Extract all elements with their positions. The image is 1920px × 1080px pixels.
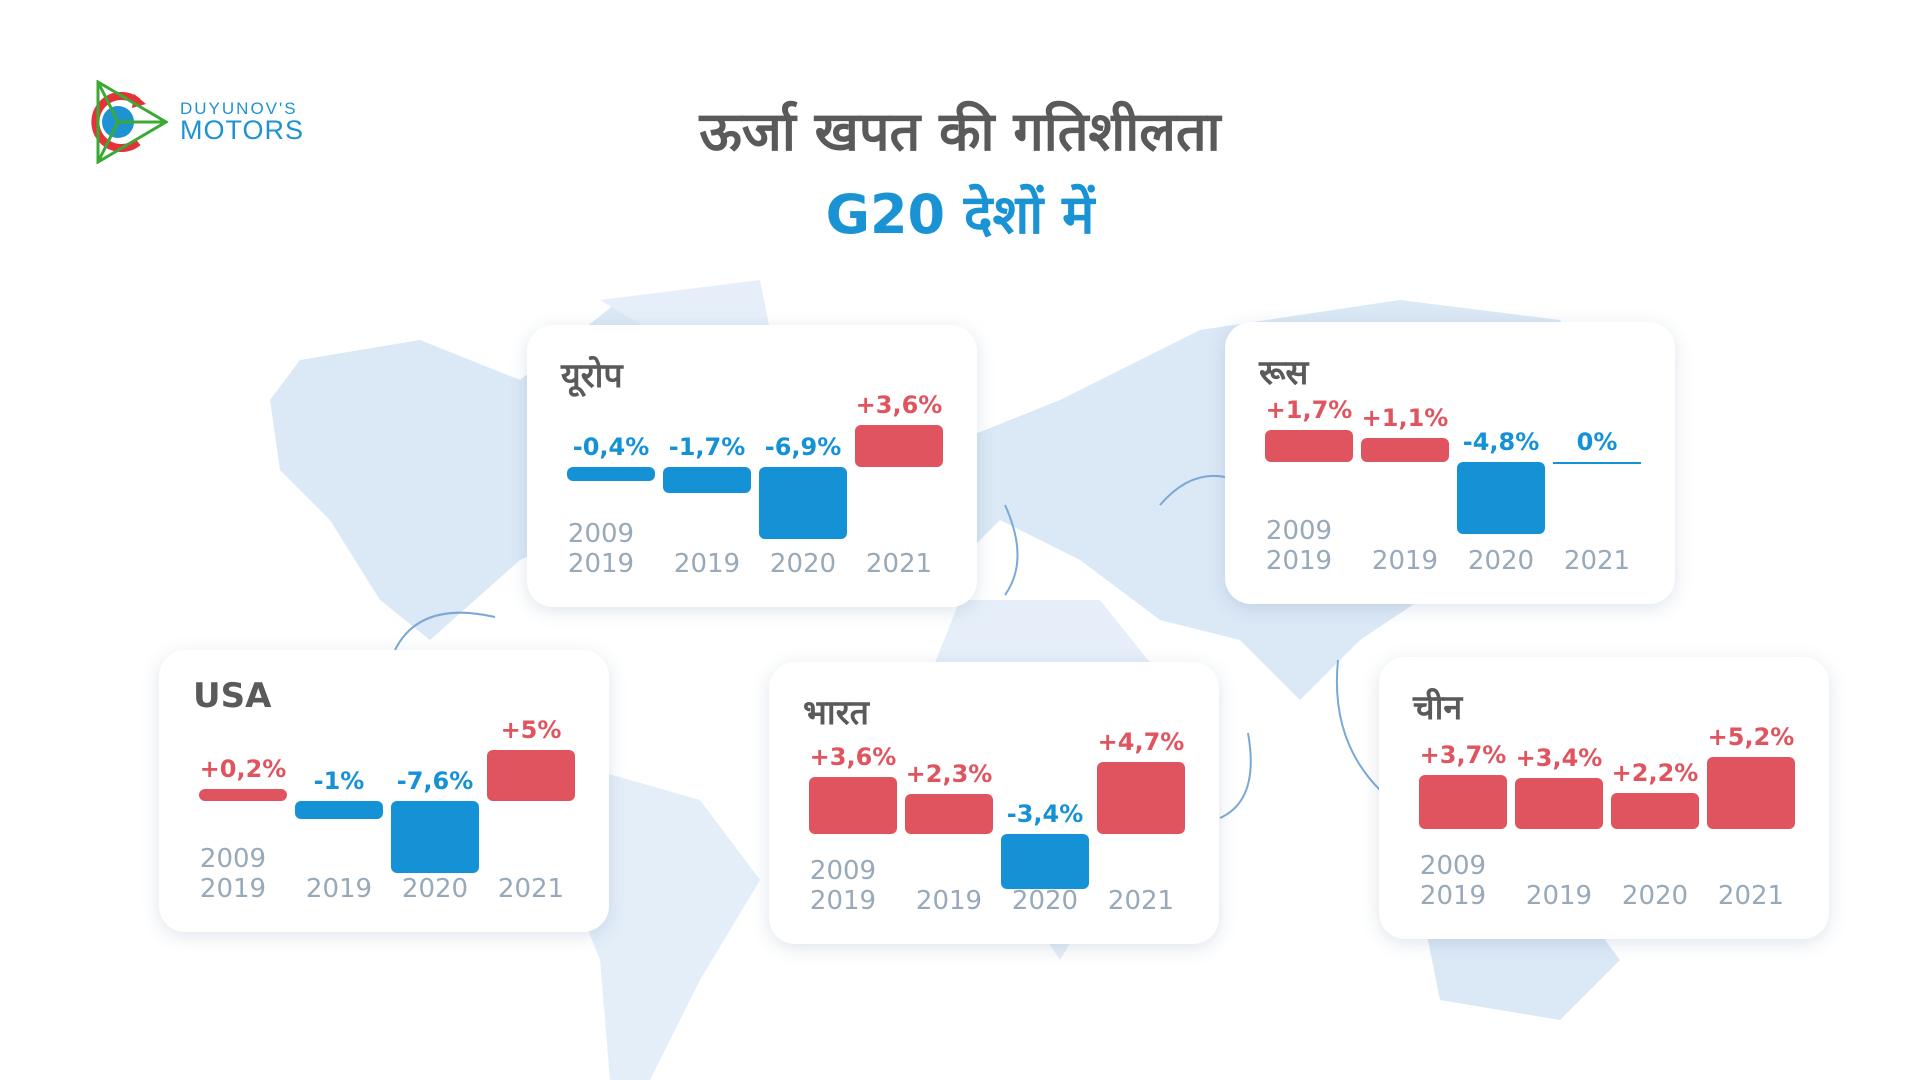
data-label: -1%	[313, 766, 365, 795]
data-label: -7,6%	[396, 766, 474, 795]
year-label: 2021	[1107, 886, 1175, 916]
data-label: +2,3%	[905, 759, 993, 788]
bar-2019	[1515, 778, 1603, 829]
year-label: 2019	[305, 874, 373, 904]
card-europe: यूरोप -0,4% 2009 2019 -1,7% 2019 -6,9% 2020 +3,…	[527, 325, 977, 607]
bar-2020	[759, 467, 847, 540]
bar-2009-2019	[199, 789, 287, 801]
year-label: 2009 2019	[567, 519, 635, 579]
card-title: रूस	[1259, 353, 1309, 393]
year-label: 2021	[1563, 546, 1631, 576]
data-label: +1,1%	[1361, 403, 1449, 432]
bar-2019	[905, 793, 993, 834]
year-label: 2019	[673, 549, 741, 579]
data-label: +5,2%	[1707, 723, 1795, 751]
card-india: भारत +3,6% 2009 2019 +2,3% 2019 -3,4% 2020 +4,7…	[769, 662, 1219, 944]
bar-2021	[1707, 757, 1795, 829]
year-label: 2009 2019	[199, 844, 267, 904]
year-label: 2021	[865, 549, 933, 579]
year-label: 2019	[1371, 546, 1439, 576]
data-label: -0,4%	[572, 433, 650, 462]
year-label: 2019	[1525, 881, 1593, 911]
duyunovs-motors-logo-icon	[91, 80, 168, 164]
data-label: -4,8%	[1462, 428, 1540, 456]
data-label: -3,4%	[1006, 800, 1084, 828]
card-title: चीन	[1413, 688, 1463, 728]
data-label: +0,2%	[199, 755, 287, 784]
year-label: 2020	[769, 549, 837, 579]
logo-line2: MOTORS	[180, 115, 305, 145]
year-label: 2019	[915, 886, 983, 916]
year-label: 2020	[401, 874, 469, 904]
year-label: 2009 2019	[809, 856, 877, 916]
data-label: 0%	[1576, 428, 1618, 456]
card-title: USA	[193, 676, 272, 716]
card-russia: रूस +1,7% 2009 2019 +1,1% 2019 -4,8% 2020 0% 202…	[1225, 322, 1675, 604]
bar-2021	[855, 425, 943, 468]
year-label: 2009 2019	[1265, 516, 1333, 576]
page-title: ऊर्जा खपत की गतिशीलता	[699, 100, 1221, 163]
bar-2020	[1457, 462, 1545, 534]
bar-2020	[1001, 834, 1089, 889]
data-label: +1,7%	[1265, 396, 1353, 425]
card-usa: USA +0,2% 2009 2019 -1% 2019 -7,6% 2020 +5% 2021	[159, 650, 609, 932]
bar-2021	[1097, 762, 1185, 834]
page-subtitle: G20 देशों में	[825, 183, 1095, 246]
bar-2009-2019	[1419, 774, 1507, 829]
year-label: 2020	[1621, 881, 1689, 911]
year-label: 2020	[1467, 546, 1535, 576]
bar-2020	[391, 800, 479, 873]
logo-line1: DUYUNOV'S	[180, 99, 298, 118]
card-title: यूरोप	[561, 356, 623, 396]
bar-2021	[487, 750, 575, 801]
data-label: +2,2%	[1611, 758, 1699, 787]
data-label: +3,4%	[1515, 744, 1603, 773]
bar-2019	[295, 800, 383, 819]
card-title: भारत	[803, 693, 869, 733]
bar-2020	[1611, 792, 1699, 829]
data-label: +3,6%	[809, 742, 897, 771]
logo: DUYUNOV'S MOTORS	[88, 80, 304, 164]
data-label: -1,7%	[668, 433, 746, 462]
bar-2009-2019	[1265, 430, 1353, 462]
bar-2019	[1361, 437, 1449, 462]
bar-2021	[1553, 462, 1641, 464]
year-label: 2020	[1011, 886, 1079, 916]
year-label: 2021	[1717, 881, 1785, 911]
bar-2019	[663, 467, 751, 493]
year-label: 2021	[497, 874, 565, 904]
data-label: +3,7%	[1419, 740, 1507, 769]
data-label: -6,9%	[764, 433, 842, 462]
data-label: +3,6%	[855, 391, 943, 419]
bar-2009-2019	[567, 467, 655, 481]
data-label: +4,7%	[1097, 728, 1185, 756]
card-china: चीन +3,7% 2009 2019 +3,4% 2019 +2,2% 2020 +5,2%…	[1379, 657, 1829, 939]
bar-2009-2019	[809, 776, 897, 834]
data-label: +5%	[500, 716, 562, 744]
year-label: 2009 2019	[1419, 851, 1487, 911]
